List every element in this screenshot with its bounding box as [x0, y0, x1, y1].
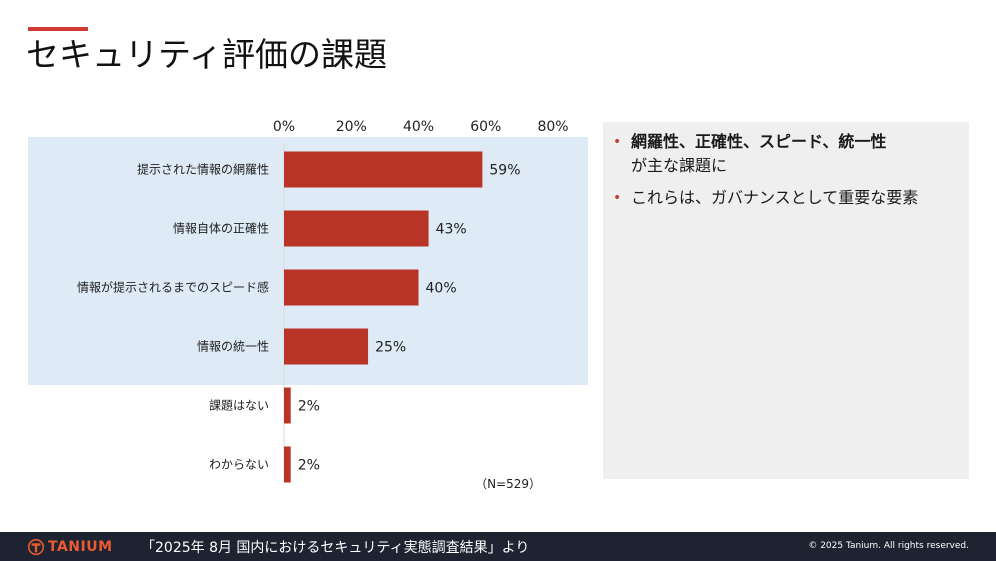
- data-label: 59%: [489, 163, 520, 179]
- x-tick-label: 60%: [470, 119, 501, 135]
- summary-bullet-1: • 網羅性、正確性、スピード、統一性 が主な課題に: [613, 130, 886, 178]
- data-label: 40%: [426, 281, 457, 297]
- footer-source: 「2025年 8月 国内におけるセキュリティ実態調査結果」より: [141, 540, 530, 556]
- category-label: 情報の統一性: [197, 340, 269, 354]
- summary-panel: • 網羅性、正確性、スピード、統一性 が主な課題に • これらは、ガバナンスとし…: [603, 122, 969, 479]
- title-accent-bar: [28, 27, 88, 31]
- category-label: わからない: [209, 458, 269, 472]
- bullet-dot-icon: •: [613, 134, 622, 150]
- footer-bar: TANIUM 「2025年 8月 国内におけるセキュリティ実態調査結果」より ©…: [0, 532, 996, 561]
- page-title: セキュリティ評価の課題: [26, 35, 388, 74]
- bar: [284, 328, 369, 365]
- tanium-logo-icon: [27, 538, 45, 555]
- category-label: 提示された情報の網羅性: [137, 162, 269, 177]
- category-label: 情報が提示されるまでのスピード感: [77, 280, 269, 295]
- summary-bullet-2: • これらは、ガバナンスとして重要な要素: [613, 186, 918, 210]
- x-tick-label: 80%: [537, 119, 568, 135]
- bar: [284, 387, 291, 424]
- bullet-2-rest: これらは、ガバナンスとして重要な要素: [631, 188, 919, 207]
- data-label: 43%: [436, 222, 467, 238]
- category-label: 情報自体の正確性: [173, 221, 269, 236]
- tanium-logo-text: TANIUM: [48, 538, 113, 555]
- category-label: 課題はない: [209, 398, 269, 413]
- bar: [284, 446, 291, 483]
- x-tick-label: 40%: [403, 119, 434, 135]
- x-tick-label: 20%: [336, 119, 367, 135]
- bar: [284, 210, 429, 247]
- tanium-logo: TANIUM: [27, 538, 113, 555]
- footer-copyright: © 2025 Tanium. All rights reserved.: [808, 541, 969, 551]
- bar-chart: 0% 20% 40% 60% 80% 提示された情報の網羅性 59% 情報自体の正確性 43% 情…: [77, 119, 569, 491]
- data-label: 25%: [375, 340, 406, 356]
- data-label: 2%: [298, 399, 320, 415]
- bullet-dot-icon: •: [613, 190, 622, 206]
- sample-size-note: （N=529）: [475, 477, 541, 491]
- x-tick-label: 0%: [273, 119, 295, 135]
- bullet-1-strong: 網羅性、正確性、スピード、統一性: [631, 132, 887, 151]
- bar: [284, 269, 419, 306]
- bullet-1-rest: が主な課題に: [631, 156, 728, 175]
- data-label: 2%: [298, 458, 320, 474]
- bar: [284, 151, 483, 188]
